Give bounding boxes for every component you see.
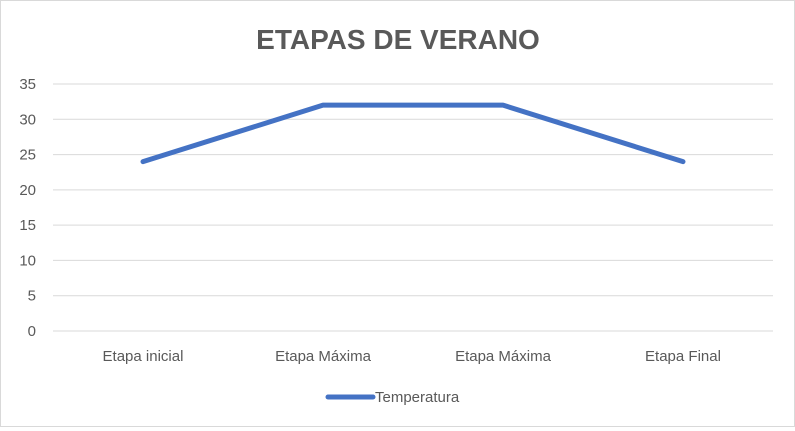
y-tick-label: 15 — [19, 217, 36, 234]
y-tick-label: 30 — [19, 111, 36, 128]
y-tick-label: 5 — [28, 288, 36, 305]
legend-label-temperatura: Temperatura — [375, 389, 460, 406]
legend: Temperatura — [325, 389, 460, 406]
x-tick-label: Etapa inicial — [103, 348, 184, 365]
series-group — [140, 102, 686, 165]
chart-title: ETAPAS DE VERANO — [256, 24, 540, 55]
x-axis-ticks: Etapa inicial Etapa Máxima Etapa Máxima Eta… — [103, 348, 721, 365]
y-tick-label: 10 — [19, 252, 36, 269]
y-tick-label: 35 — [19, 76, 36, 93]
y-tick-label: 0 — [28, 323, 36, 340]
gridlines — [53, 83, 773, 332]
y-tick-label: 25 — [19, 147, 36, 164]
x-tick-label: Etapa Máxima — [275, 348, 372, 365]
series-line-0 — [140, 102, 686, 165]
y-tick-label: 20 — [19, 182, 36, 199]
x-tick-label: Etapa Máxima — [455, 348, 552, 365]
x-tick-label: Etapa Final — [645, 348, 721, 365]
y-axis-ticks: 0 5 10 15 20 25 30 35 — [19, 76, 36, 340]
